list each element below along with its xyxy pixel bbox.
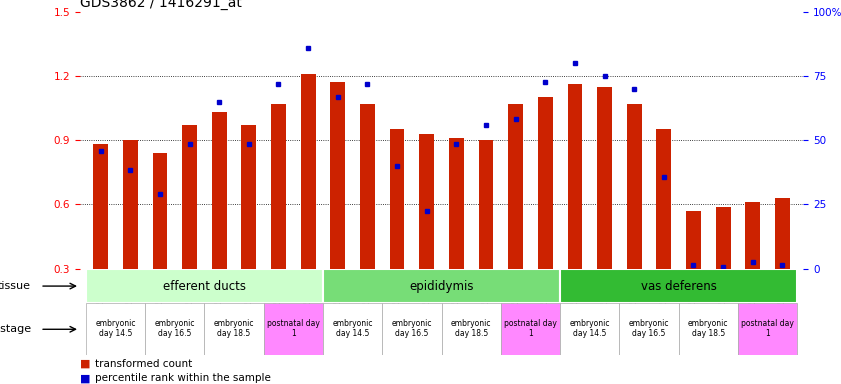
Text: embryonic
day 16.5: embryonic day 16.5	[629, 319, 669, 338]
Bar	[442, 303, 500, 355]
Bar	[182, 125, 197, 269]
Bar	[241, 125, 257, 269]
Bar	[93, 144, 108, 269]
Text: postnatal day
1: postnatal day 1	[267, 319, 320, 338]
Text: ■: ■	[80, 359, 94, 369]
Bar	[86, 303, 145, 355]
Text: embryonic
day 14.5: embryonic day 14.5	[95, 319, 135, 338]
Bar	[212, 112, 226, 269]
Bar	[323, 303, 383, 355]
Text: tissue: tissue	[0, 281, 31, 291]
Text: embryonic
day 16.5: embryonic day 16.5	[392, 319, 432, 338]
Bar	[508, 104, 523, 269]
Bar	[420, 134, 434, 269]
Text: embryonic
day 18.5: embryonic day 18.5	[214, 319, 254, 338]
Bar	[568, 84, 582, 269]
Bar	[301, 74, 315, 269]
Bar	[627, 104, 642, 269]
Bar	[500, 303, 560, 355]
Bar	[775, 198, 790, 269]
Bar	[264, 303, 323, 355]
Bar	[383, 303, 442, 355]
Bar	[123, 140, 138, 269]
Bar	[152, 153, 167, 269]
Text: postnatal day
1: postnatal day 1	[504, 319, 557, 338]
Bar	[745, 202, 760, 269]
Bar	[538, 97, 553, 269]
Bar	[331, 82, 345, 269]
Text: transformed count: transformed count	[95, 359, 193, 369]
Text: embryonic
day 14.5: embryonic day 14.5	[569, 319, 610, 338]
Bar	[560, 303, 619, 355]
Text: efferent ducts: efferent ducts	[163, 280, 246, 293]
Text: epididymis: epididymis	[410, 280, 473, 293]
Bar	[204, 303, 264, 355]
Bar	[597, 86, 612, 269]
Bar	[716, 207, 731, 269]
Bar	[560, 269, 797, 303]
Bar	[271, 104, 286, 269]
Bar	[449, 138, 463, 269]
Text: embryonic
day 18.5: embryonic day 18.5	[688, 319, 728, 338]
Text: vas deferens: vas deferens	[641, 280, 717, 293]
Bar	[360, 104, 375, 269]
Bar	[657, 129, 671, 269]
Bar	[619, 303, 679, 355]
Bar	[86, 269, 323, 303]
Bar	[686, 211, 701, 269]
Text: embryonic
day 16.5: embryonic day 16.5	[155, 319, 195, 338]
Bar	[479, 140, 494, 269]
Bar	[323, 269, 560, 303]
Text: percentile rank within the sample: percentile rank within the sample	[95, 373, 271, 383]
Bar	[389, 129, 405, 269]
Text: embryonic
day 14.5: embryonic day 14.5	[332, 319, 373, 338]
Bar	[679, 303, 738, 355]
Bar	[738, 303, 797, 355]
Text: development stage: development stage	[0, 324, 31, 334]
Text: ■: ■	[80, 373, 94, 383]
Text: embryonic
day 18.5: embryonic day 18.5	[451, 319, 491, 338]
Bar	[145, 303, 204, 355]
Text: postnatal day
1: postnatal day 1	[741, 319, 794, 338]
Text: GDS3862 / 1416291_at: GDS3862 / 1416291_at	[80, 0, 241, 10]
